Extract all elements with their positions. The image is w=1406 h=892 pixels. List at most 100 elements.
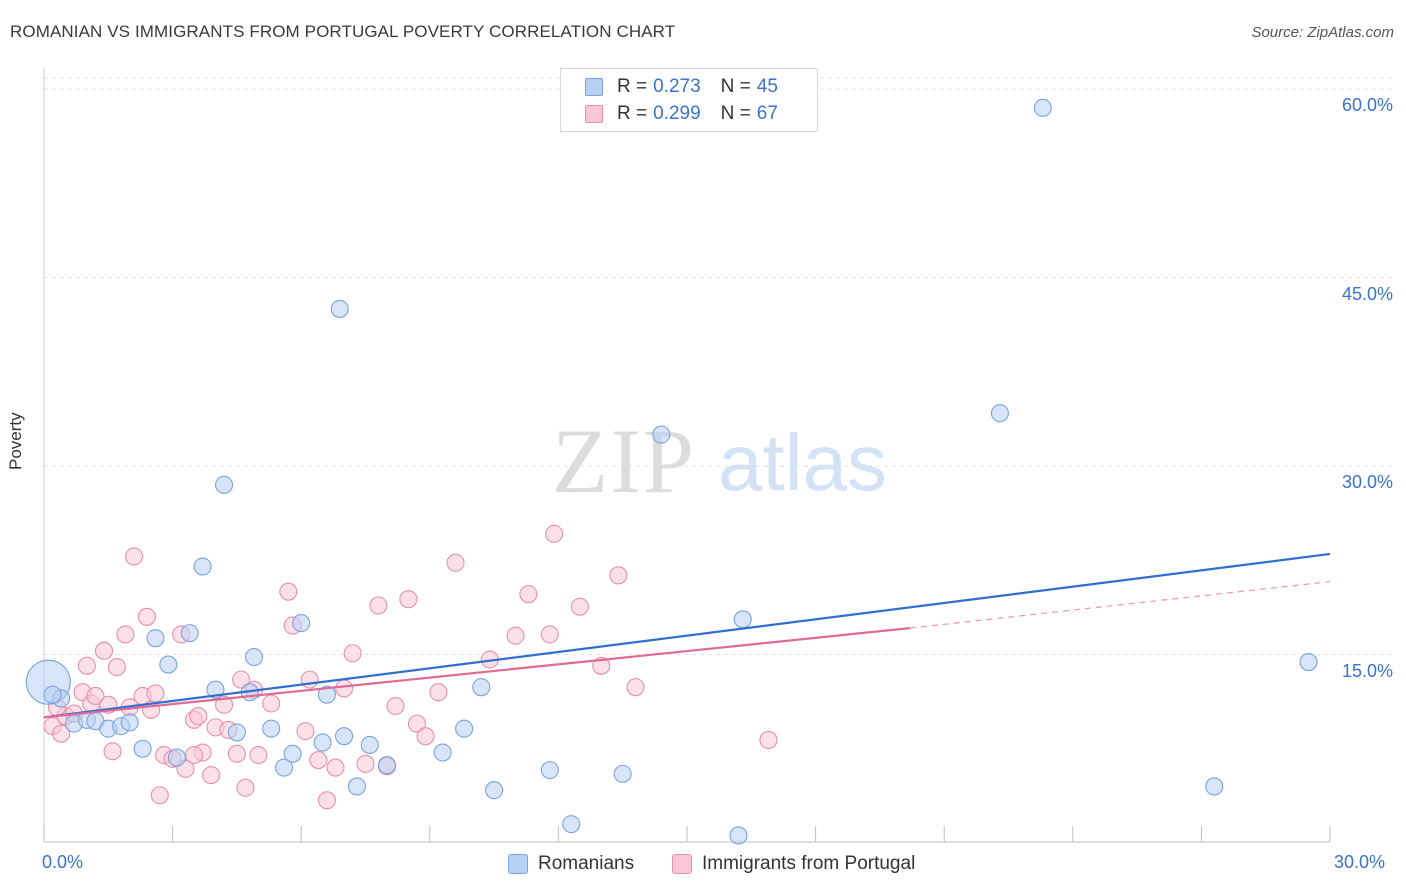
data-point	[407, 714, 426, 733]
data-point	[356, 754, 375, 773]
y-tick-label: 60.0%	[1341, 95, 1393, 115]
data-point	[292, 614, 311, 633]
data-point	[729, 826, 748, 845]
axes	[43, 68, 1331, 843]
data-point	[472, 678, 491, 697]
romanians-swatch-icon	[585, 78, 603, 96]
data-point	[202, 766, 221, 785]
data-point	[313, 733, 332, 752]
portugal-trend-extension	[909, 581, 1331, 629]
data-point	[433, 743, 452, 762]
watermark-atlas: atlas	[718, 418, 887, 507]
data-point	[1205, 777, 1224, 796]
portugal-legend-icon	[672, 854, 692, 874]
data-point	[335, 727, 354, 746]
data-point	[759, 730, 778, 750]
legend-item-romanians: Romanians	[508, 852, 634, 876]
data-point	[545, 524, 564, 543]
data-point	[455, 719, 474, 738]
data-point	[150, 786, 169, 805]
data-point	[214, 475, 234, 494]
data-point	[1033, 98, 1052, 117]
data-point	[103, 742, 122, 761]
trend-lines	[43, 552, 1331, 719]
data-point	[446, 553, 465, 572]
data-point	[1299, 652, 1318, 672]
data-point	[77, 656, 96, 675]
data-point	[369, 596, 388, 615]
chart-title: ROMANIAN VS IMMIGRANTS FROM PORTUGAL POV…	[10, 22, 676, 41]
y-tick-label: 45.0%	[1341, 283, 1393, 304]
stats-legend: R = 0.273 N = 45 R = 0.299 N = 67	[560, 68, 818, 132]
data-point	[296, 722, 315, 741]
data-point	[159, 655, 178, 674]
data-point	[377, 756, 396, 775]
data-point	[330, 299, 349, 318]
series-immigrants-portugal	[43, 524, 778, 810]
data-point	[540, 625, 559, 644]
data-point	[626, 678, 645, 697]
data-point	[485, 781, 504, 800]
data-point	[416, 727, 435, 746]
x-tick-label-max: 30.0%	[1334, 852, 1386, 872]
data-point	[990, 404, 1009, 423]
data-point	[227, 723, 246, 742]
watermark-zip: ZIP	[552, 410, 696, 512]
data-point	[386, 696, 405, 716]
data-point	[592, 656, 611, 675]
data-point	[540, 761, 559, 780]
data-point	[180, 624, 199, 643]
data-point	[519, 585, 538, 604]
series-romanians	[25, 98, 1318, 845]
data-point	[146, 684, 165, 703]
data-point	[214, 695, 234, 714]
romanians-r-value: 0.273	[653, 76, 701, 97]
data-point	[184, 745, 204, 765]
data-point	[613, 764, 632, 783]
data-point	[309, 751, 328, 770]
romanians-legend-icon	[508, 854, 528, 874]
data-point	[244, 647, 264, 667]
data-point	[193, 557, 212, 576]
data-point	[733, 610, 752, 629]
y-tick-label: 15.0%	[1341, 660, 1393, 681]
source-label: Source: ZipAtlas.com	[1251, 24, 1394, 41]
data-point	[146, 629, 165, 648]
data-point	[279, 582, 298, 601]
data-point	[317, 685, 336, 704]
r-label: R =	[617, 103, 648, 124]
data-point	[347, 777, 366, 796]
data-point	[52, 724, 71, 743]
portugal-r-value: 0.299	[653, 103, 701, 124]
data-point	[399, 590, 418, 609]
data-point	[335, 679, 354, 698]
romanians-n-value: 45	[756, 76, 778, 97]
data-point	[249, 745, 268, 765]
portugal-n-value: 67	[756, 103, 778, 124]
romanians-legend-label: Romanians	[538, 853, 635, 874]
legend-item-portugal: Immigrants from Portugal	[672, 852, 915, 876]
data-point	[120, 713, 139, 732]
portugal-legend-label: Immigrants from Portugal	[702, 853, 916, 874]
data-point	[227, 744, 246, 763]
data-point	[343, 644, 362, 663]
grid-lines	[44, 77, 1394, 655]
data-point	[275, 758, 294, 777]
romanians-trend-line	[43, 552, 1331, 719]
n-label: N =	[720, 103, 751, 124]
data-point	[506, 626, 525, 645]
n-label: N =	[720, 76, 751, 97]
data-point	[317, 791, 336, 810]
data-point	[562, 815, 581, 834]
data-point	[429, 683, 448, 702]
data-point	[133, 739, 152, 758]
r-label: R =	[617, 76, 648, 97]
data-point	[570, 597, 589, 616]
legend-row-portugal: R = 0.299 N = 67	[585, 102, 778, 126]
data-point	[300, 670, 319, 689]
data-point	[262, 694, 281, 713]
data-point	[107, 658, 126, 677]
y-tick-label: 30.0%	[1341, 472, 1393, 492]
legend-row-romanians: R = 0.273 N = 45	[585, 75, 778, 99]
